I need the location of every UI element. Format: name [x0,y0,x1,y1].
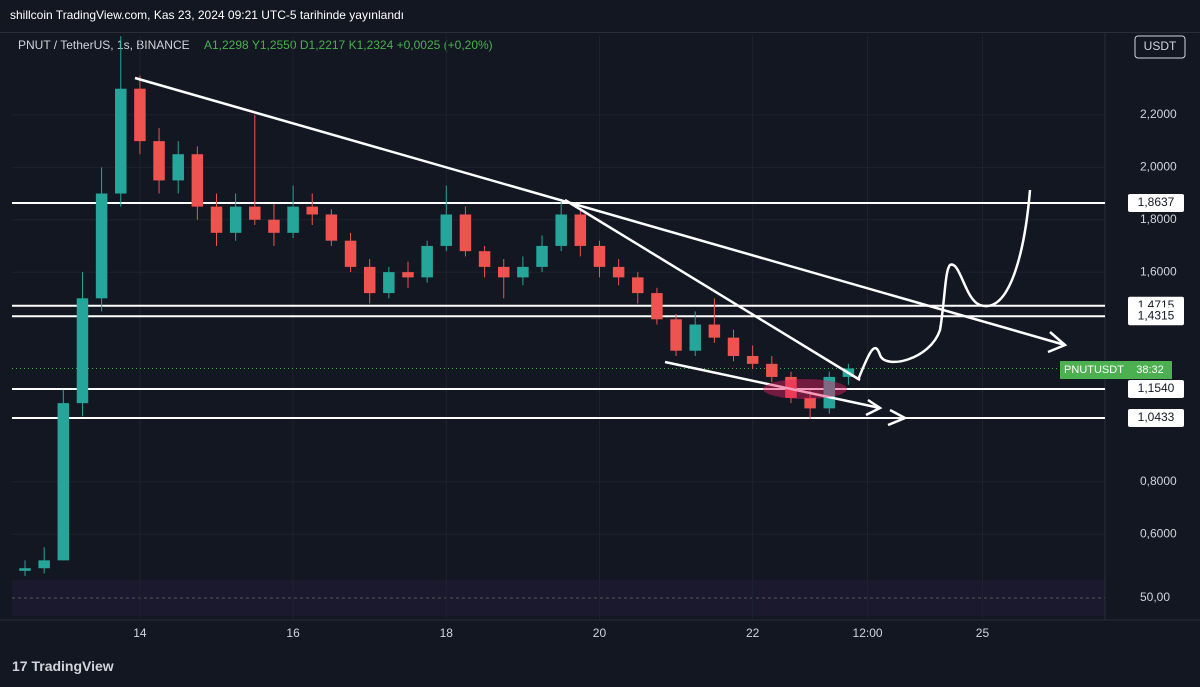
x-tick-label: 14 [133,626,147,640]
price-tag-symbol: PNUTUSDT [1064,364,1124,376]
candle-body [134,88,146,142]
candle-body [440,214,453,246]
candle-body [19,568,31,571]
header-title: shillcoin TradingView.com, Kas 23, 2024 … [10,8,404,22]
candle-body [249,206,261,220]
x-tick-label: 22 [746,626,760,640]
candle-body [383,272,395,294]
candle-body [670,319,682,351]
candle-body [38,560,50,569]
candle-body [785,376,797,398]
trendline [664,360,881,410]
candle-body [229,206,242,233]
y-tick-label: 1,6000 [1140,264,1177,278]
rsi-label: 50,00 [1140,590,1170,604]
candle-body [115,88,127,194]
candle-body [536,245,548,267]
trendline [564,198,861,382]
y-tick-label: 2,0000 [1140,159,1177,173]
candle-body [555,214,567,246]
y-tick-label: 1,8000 [1140,212,1177,226]
candle-body [689,324,701,351]
candle-body [612,266,625,278]
candle-body [287,206,299,233]
candle-body [95,193,108,299]
y-tick-label: 2,2000 [1140,107,1177,121]
candle-body [593,245,606,267]
price-tag [1060,361,1128,379]
level-label: 1,8637 [1138,195,1175,209]
plot: 2,2000 2,0000 1,8000 1,6000 0,8000 0,6000 14 16… [12,35,1184,640]
candle-body [268,219,280,233]
footer-logo: 17 TradingView [12,658,114,674]
arrow-head [1047,331,1068,354]
x-tick-label: 16 [286,626,300,640]
level-label: 1,1540 [1138,381,1175,395]
x-tick-label: 25 [976,626,990,640]
x-tick-label: 20 [593,626,607,640]
candle-body [57,403,70,561]
candle-body [804,397,816,409]
candle-body [574,214,587,246]
candle-body [363,266,376,294]
level-tag [1128,379,1184,398]
level-tag [1128,408,1184,427]
candle-body [478,251,491,267]
candle-body [459,214,472,252]
trendline [134,76,1066,347]
candle-body [172,154,184,181]
candle-body [517,266,529,278]
candle-body [632,277,644,294]
candle-body [823,376,836,409]
candle-body [210,206,223,233]
projection-path [856,189,1032,381]
y-tick-label: 0,8000 [1140,474,1177,488]
currency-button[interactable] [1134,35,1186,59]
logo-text: TradingView [31,658,113,674]
x-tick-label: 12:00 [853,626,883,640]
candle-body [402,272,414,278]
level-tag [1128,307,1184,326]
candle-body [727,337,740,356]
candle-body [76,298,89,404]
countdown: 38:32 [1136,364,1164,376]
x-tick-label: 18 [440,626,454,640]
candle-body [421,245,433,278]
candle-body [766,363,778,377]
legend-ohlc: A1,2298 Y1,2550 D1,2217 K1,2324 +0,0025 … [204,38,493,52]
candle-body [191,154,204,207]
level-tag [1128,194,1184,213]
countdown-tag [1128,361,1172,379]
candle-body [153,141,165,181]
arrow-head [865,398,883,417]
candle-body [344,240,357,267]
candle-body [325,214,338,241]
drawings [134,76,1068,427]
candle-body [708,324,721,338]
level-label: 1,4315 [1138,308,1175,322]
legend-symbol: PNUT / TetherUS, 1s, BINANCE [18,38,190,52]
candle-body [306,206,318,215]
highlight [763,379,847,399]
candle-body [651,293,663,320]
level-label: 1,0433 [1138,410,1175,424]
logo-mark: 17 [12,658,31,674]
y-tick-label: 0,6000 [1140,526,1177,540]
divider [0,32,1200,33]
candle-body [746,355,759,364]
arrow-head [887,408,908,427]
currency-label[interactable]: USDT [1144,39,1177,53]
candle-body [497,266,510,278]
